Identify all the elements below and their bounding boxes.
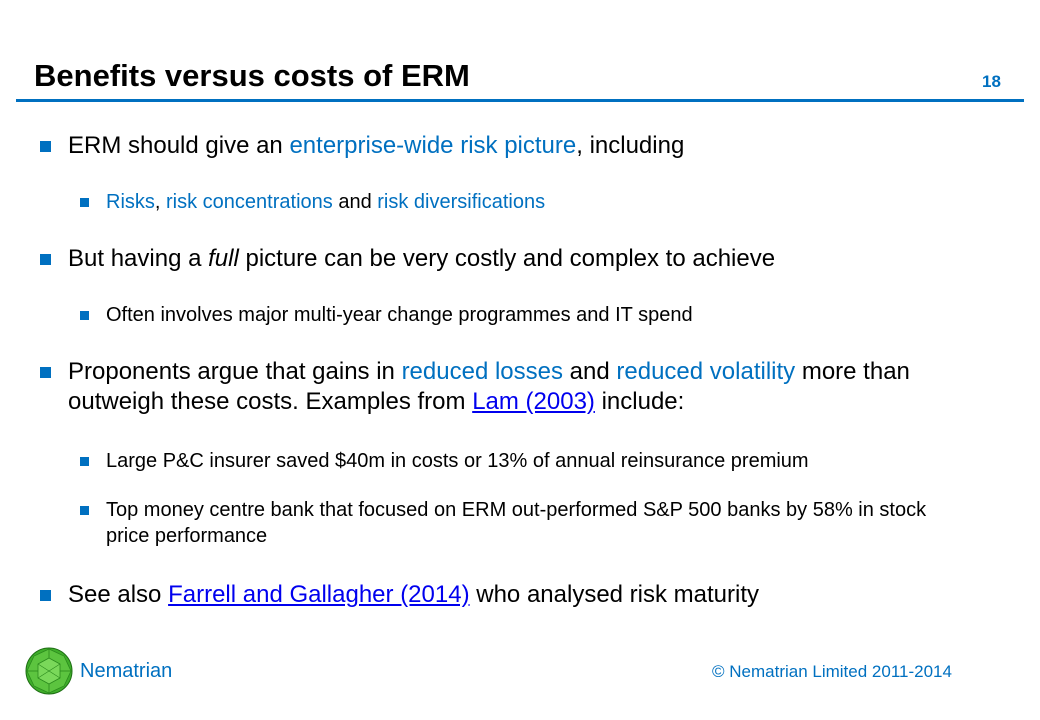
bullet-1a: Risks, risk concentrations and risk dive… xyxy=(80,189,986,215)
title-divider xyxy=(16,99,1024,102)
bullet-3a: Large P&C insurer saved $40m in costs or… xyxy=(80,448,986,474)
copyright-text: © Nematrian Limited 2011-2014 xyxy=(712,662,952,681)
bullet-3: Proponents argue that gains in reduced l… xyxy=(40,357,958,417)
highlight-text: enterprise-wide risk picture xyxy=(289,132,577,159)
bullet-square-icon xyxy=(80,457,89,466)
bullet-square-icon xyxy=(40,367,51,378)
bullet-square-icon xyxy=(40,590,51,601)
bullet-square-icon xyxy=(80,198,89,207)
bullet-square-icon xyxy=(40,141,51,152)
bullet-square-icon xyxy=(40,254,51,265)
brand-name: Nematrian xyxy=(80,660,173,682)
bullet-square-icon xyxy=(80,506,89,515)
slide-number: 18 xyxy=(982,72,1001,91)
bullet-2a: Often involves major multi-year change p… xyxy=(80,302,986,328)
bullet-square-icon xyxy=(80,311,89,320)
slide-title: Benefits versus costs of ERM xyxy=(34,58,470,93)
bullet-1: ERM should give an enterprise-wide risk … xyxy=(40,131,968,161)
bullet-3b: Top money centre bank that focused on ER… xyxy=(80,497,966,549)
lam-2003-link[interactable]: Lam (2003) xyxy=(472,388,595,415)
green-geodesic-sphere-icon xyxy=(25,647,73,695)
bullet-4: See also Farrell and Gallagher (2014) wh… xyxy=(40,580,968,610)
bullet-2: But having a full picture can be very co… xyxy=(40,244,968,274)
farrell-gallagher-2014-link[interactable]: Farrell and Gallagher (2014) xyxy=(168,581,470,608)
